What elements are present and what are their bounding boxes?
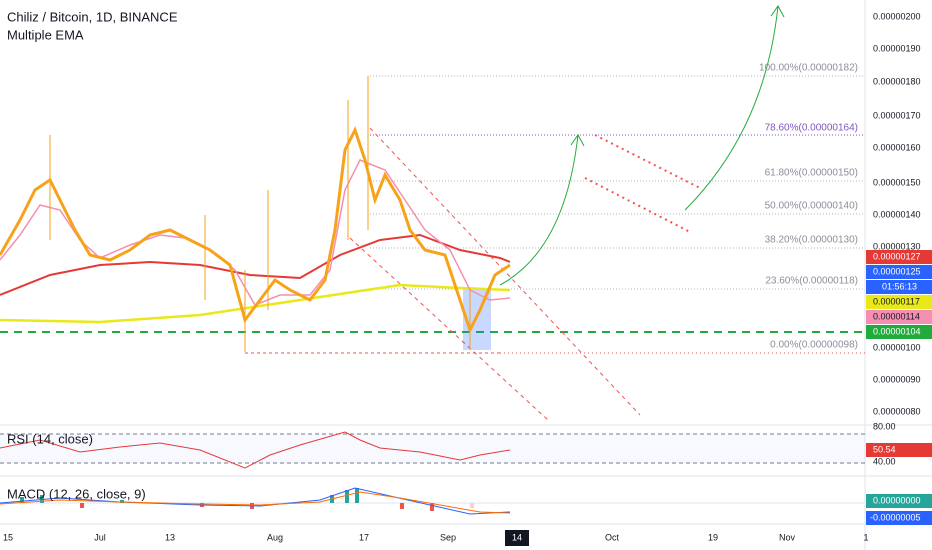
rsi-label: RSI (14, close): [7, 431, 93, 446]
badge: [866, 280, 932, 294]
wicks: [49, 76, 471, 352]
ema-line: [0, 283, 511, 324]
rsi-fill: [0, 434, 865, 463]
badge-text: 0.00000114: [873, 311, 920, 321]
badge: [866, 265, 932, 279]
channel-line: [369, 127, 641, 416]
badge-text: 0.00000117: [873, 296, 920, 306]
rsi-line: [0, 431, 511, 469]
signal-line: [0, 491, 511, 514]
channel-line: [349, 237, 549, 421]
price-label: 0.00000180: [873, 76, 921, 86]
fib-label: 50.00%(0.00000140): [765, 201, 858, 212]
price-axis: 0.00000200 0.00000190 0.00000180 0.00000…: [873, 11, 921, 416]
indicator-name: Multiple EMA: [7, 27, 84, 42]
badge: [866, 443, 932, 457]
time-label: 1: [863, 532, 868, 542]
badge: [866, 511, 932, 525]
projection-line: [584, 177, 691, 233]
badge-text: -0.00000005: [870, 512, 921, 522]
badge: [866, 494, 932, 508]
price-label: 0.00000100: [873, 342, 921, 352]
rsi-axis-label: 80.00: [873, 421, 896, 431]
macd-line: [0, 487, 511, 515]
fib-label: 38.20%(0.00000130): [765, 235, 858, 246]
time-label: Oct: [605, 532, 620, 542]
fib-label: 23.60%(0.00000118): [765, 276, 858, 287]
price-label: 0.00000160: [873, 142, 921, 152]
badge-text: 0.00000104: [873, 326, 921, 336]
price-label: 0.00000200: [873, 11, 921, 21]
arrow: [684, 5, 785, 211]
ema-line: [0, 233, 511, 296]
time-label: 13: [165, 532, 175, 542]
badge: [866, 325, 932, 339]
price-label: 0.00000190: [873, 43, 921, 53]
badge-text: 50.54: [873, 444, 896, 454]
projection-line: [594, 134, 701, 189]
price-label: 0.00000130: [873, 241, 921, 251]
badge-text: 0.00000127: [873, 251, 921, 261]
price-label: 0.00000080: [873, 406, 921, 416]
time-label: Aug: [267, 532, 283, 542]
fib-label: 61.80%(0.00000150): [765, 168, 858, 179]
price-label: 0.00000140: [873, 209, 921, 219]
fib-label: 78.60%(0.00000164): [765, 123, 858, 134]
fib-label: 100.00%(0.00000182): [759, 63, 858, 74]
time-label: 14: [512, 532, 522, 542]
badge: [866, 310, 932, 324]
countdown: 01:56:13: [882, 281, 917, 291]
price-label: 0.00000150: [873, 177, 921, 187]
time-label: 15: [3, 532, 13, 542]
badge-text: 0.00000125: [873, 266, 921, 276]
rsi-axis-label: 40.00: [873, 456, 896, 466]
badge: [866, 250, 932, 264]
arrow: [499, 134, 585, 286]
time-label: 19: [708, 532, 718, 542]
time-badge: [505, 530, 529, 546]
price-path: [0, 126, 511, 334]
price-label: 0.00000090: [873, 374, 921, 384]
time-label: Jul: [94, 532, 106, 542]
badge-text: 0.00000000: [873, 495, 921, 505]
time-label: 17: [359, 532, 369, 542]
fib-label: 0.00%(0.00000098): [770, 340, 858, 351]
macd-label: MACD (12, 26, close, 9): [7, 486, 146, 501]
price-label: 0.00000170: [873, 110, 921, 120]
chart-title: Chiliz / Bitcoin, 1D, BINANCE: [7, 9, 178, 24]
time-label: Sep: [440, 532, 456, 542]
time-label: Nov: [779, 532, 796, 542]
badge: [866, 295, 932, 309]
